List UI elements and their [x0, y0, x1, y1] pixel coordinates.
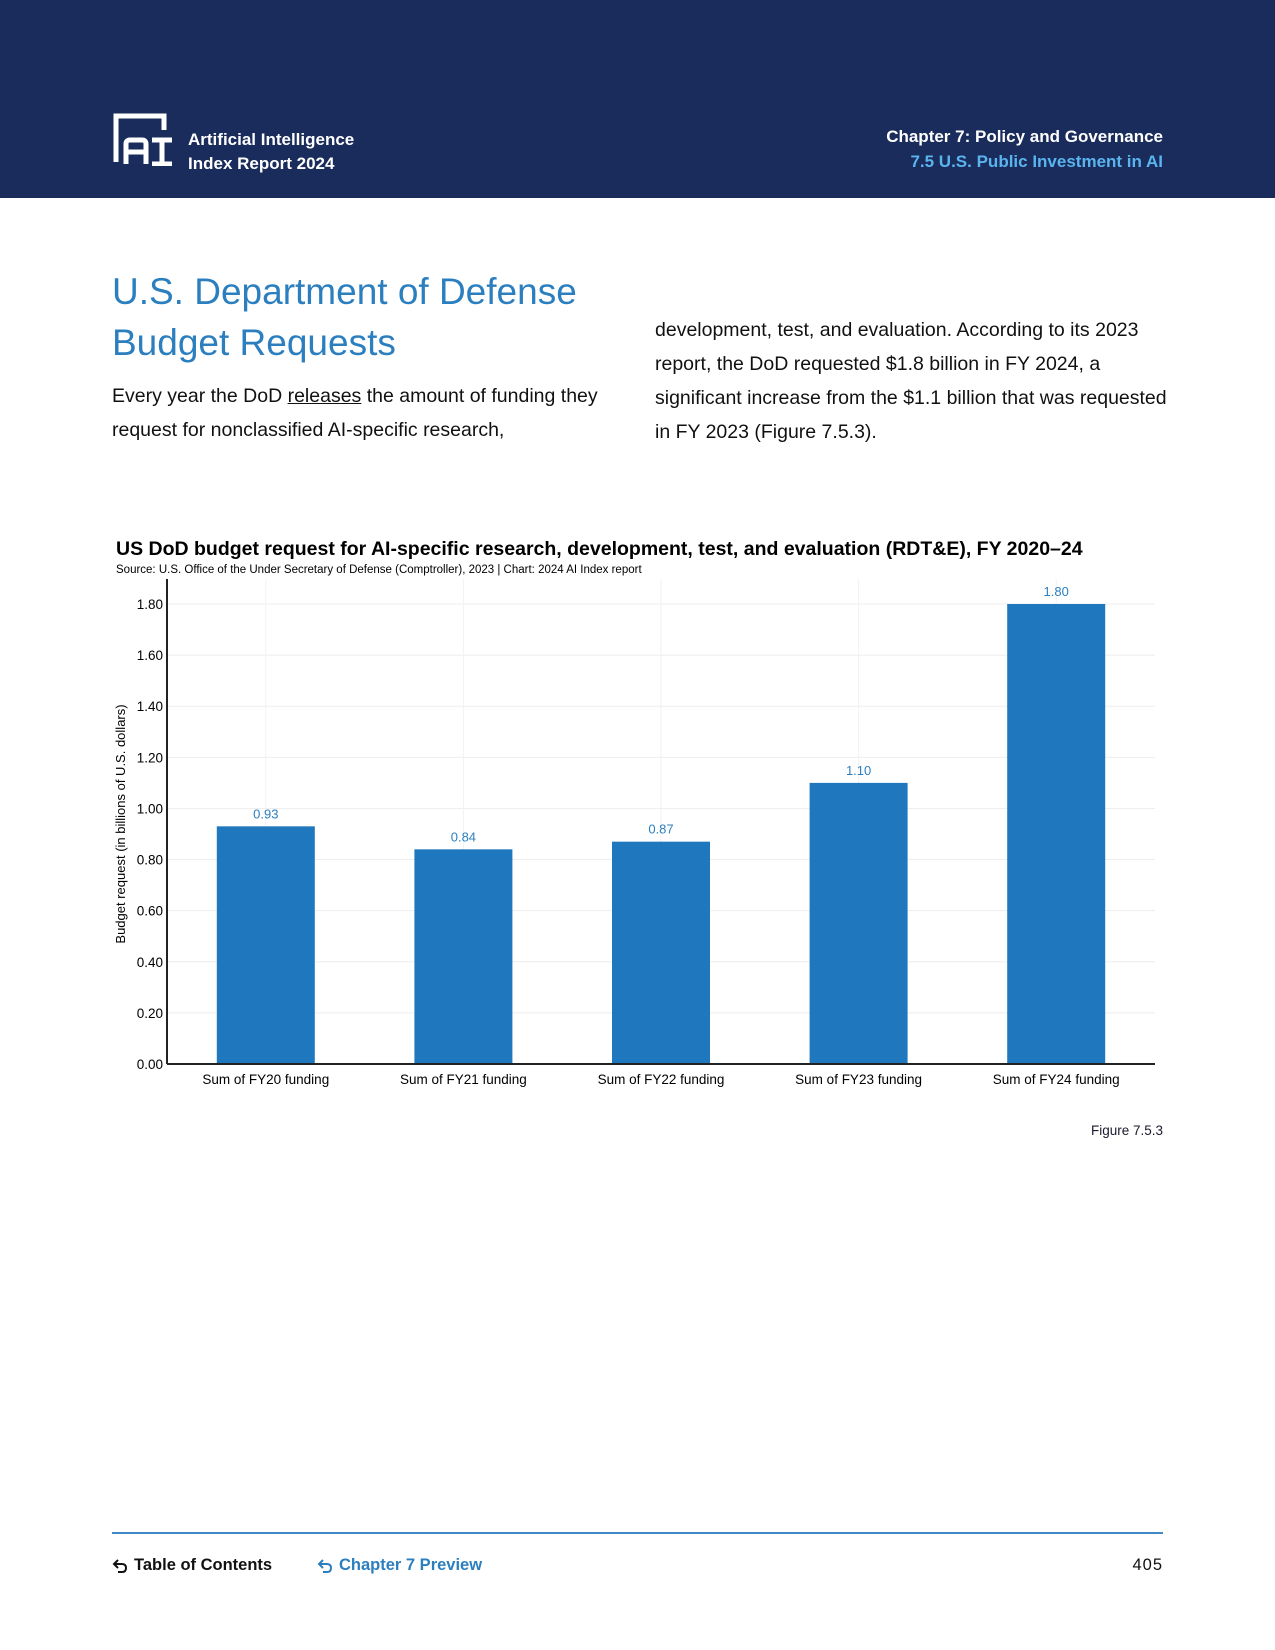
- chart-source: Source: U.S. Office of the Under Secreta…: [116, 564, 642, 576]
- body-paragraph-right: development, test, and evaluation. Accor…: [655, 319, 1167, 443]
- data-label: 0.87: [648, 822, 673, 837]
- gridlines: [167, 579, 1155, 1064]
- bar: [612, 841, 710, 1064]
- chapter-heading: Chapter 7: Policy and Governance 7.5 U.S…: [886, 124, 1163, 174]
- return-arrow-icon: [317, 1558, 333, 1573]
- body-paragraph-left: Every year the DoD releases the amount o…: [112, 379, 612, 447]
- chapter-title: Chapter 7: Policy and Governance: [886, 127, 1163, 146]
- y-tick-label: 1.20: [137, 750, 163, 765]
- brand-line-1: Artificial Intelligence: [188, 130, 355, 149]
- page-footer: Table of Contents Chapter 7 Preview 405: [112, 1556, 1163, 1580]
- data-label: 1.10: [846, 763, 871, 778]
- bars: [216, 604, 1106, 1064]
- paragraph-text: the amount of funding they request for n…: [112, 385, 598, 441]
- x-tick-label: Sum of FY24 funding: [993, 1072, 1120, 1087]
- bar: [414, 849, 513, 1064]
- table-of-contents-link[interactable]: Table of Contents: [112, 1556, 272, 1575]
- article-title: U.S. Department of Defense Budget Reques…: [112, 266, 632, 368]
- x-tick-label: Sum of FY23 funding: [795, 1072, 922, 1087]
- y-tick-label: 1.40: [137, 699, 163, 714]
- bar: [216, 826, 315, 1064]
- brand-line-2: Index Report 2024: [188, 154, 335, 173]
- y-tick-label: 0.20: [137, 1006, 163, 1021]
- x-tick-label: Sum of FY22 funding: [598, 1072, 725, 1087]
- chapter-preview-link[interactable]: Chapter 7 Preview: [317, 1556, 482, 1575]
- y-tick-label: 1.00: [137, 801, 163, 816]
- x-tick-label: Sum of FY21 funding: [400, 1072, 527, 1087]
- toc-label: Table of Contents: [134, 1556, 273, 1574]
- title-line-1: U.S. Department of Defense: [112, 271, 577, 312]
- footer-divider: [112, 1532, 1163, 1534]
- report-brand: Artificial Intelligence Index Report 202…: [188, 128, 354, 176]
- figure-label: Figure 7.5.3: [1090, 1123, 1163, 1138]
- y-tick-label: 1.80: [137, 597, 163, 612]
- releases-link[interactable]: releases: [287, 385, 362, 407]
- bar: [1007, 604, 1106, 1064]
- return-arrow-icon: [112, 1558, 128, 1573]
- y-tick-label: 0.60: [137, 904, 163, 919]
- x-tick-label: Sum of FY20 funding: [202, 1072, 329, 1087]
- data-label: 1.80: [1044, 584, 1069, 599]
- y-axis-label: Budget request (in billions of U.S. doll…: [113, 704, 128, 943]
- chart-title: US DoD budget request for AI-specific re…: [116, 538, 1083, 560]
- x-tick-labels: Sum of FY20 funding Sum of FY21 funding Su…: [202, 1072, 1119, 1087]
- paragraph-text: Every year the DoD: [112, 385, 288, 407]
- bar: [809, 782, 908, 1064]
- chapter-preview-label: Chapter 7 Preview: [339, 1556, 483, 1574]
- page-number: 405: [1132, 1556, 1163, 1574]
- data-labels: 0.93 0.84 0.87 1.10 1.80: [253, 584, 1069, 844]
- section-title: 7.5 U.S. Public Investment in AI: [910, 152, 1163, 171]
- ai-index-logo-icon: [113, 113, 172, 166]
- y-tick-labels: 0.00 0.20 0.40 0.60 0.80 1.00 1.20 1.40 1.60 1.80: [137, 597, 163, 1072]
- page-header: Artificial Intelligence Index Report 202…: [0, 0, 1275, 198]
- y-tick-label: 0.80: [137, 853, 163, 868]
- data-label: 0.93: [253, 806, 278, 821]
- data-label: 0.84: [451, 829, 476, 844]
- y-tick-label: 0.40: [137, 955, 163, 970]
- y-tick-label: 0.00: [137, 1057, 163, 1072]
- y-tick-label: 1.60: [137, 648, 163, 663]
- title-line-2: Budget Requests: [112, 322, 396, 363]
